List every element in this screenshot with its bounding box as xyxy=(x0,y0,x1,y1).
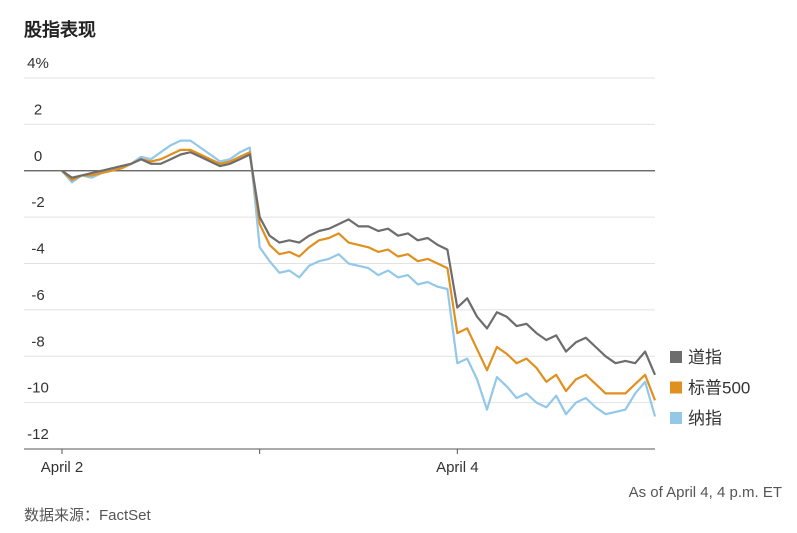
series-line xyxy=(61,148,657,401)
x-tick-label: April 4 xyxy=(436,459,479,476)
legend-swatch xyxy=(670,351,682,363)
y-tick-label: -4 xyxy=(31,241,44,258)
series-line xyxy=(61,139,657,417)
chart-title: 股指表现 xyxy=(23,19,96,40)
legend-label: 道指 xyxy=(688,348,722,367)
y-tick-label: -8 xyxy=(31,333,44,350)
legend-label: 标普500 xyxy=(688,379,750,398)
y-tick-label: -12 xyxy=(27,426,49,443)
x-tick-label: April 2 xyxy=(41,459,84,476)
y-tick-label: 2 xyxy=(34,101,42,118)
y-tick-label: 0 xyxy=(34,148,42,165)
y-tick-label: -10 xyxy=(27,380,49,397)
y-tick-label: 4% xyxy=(27,55,49,72)
note: As of April 4, 4 p.m. ET xyxy=(629,484,782,501)
legend-label: 纳指 xyxy=(688,409,722,428)
legend-swatch xyxy=(670,381,682,394)
series-line xyxy=(61,151,657,376)
y-tick-label: -2 xyxy=(31,194,44,211)
legend-swatch xyxy=(670,412,682,424)
source: 数据来源：FactSet xyxy=(24,507,152,524)
y-tick-label: -6 xyxy=(31,287,44,304)
